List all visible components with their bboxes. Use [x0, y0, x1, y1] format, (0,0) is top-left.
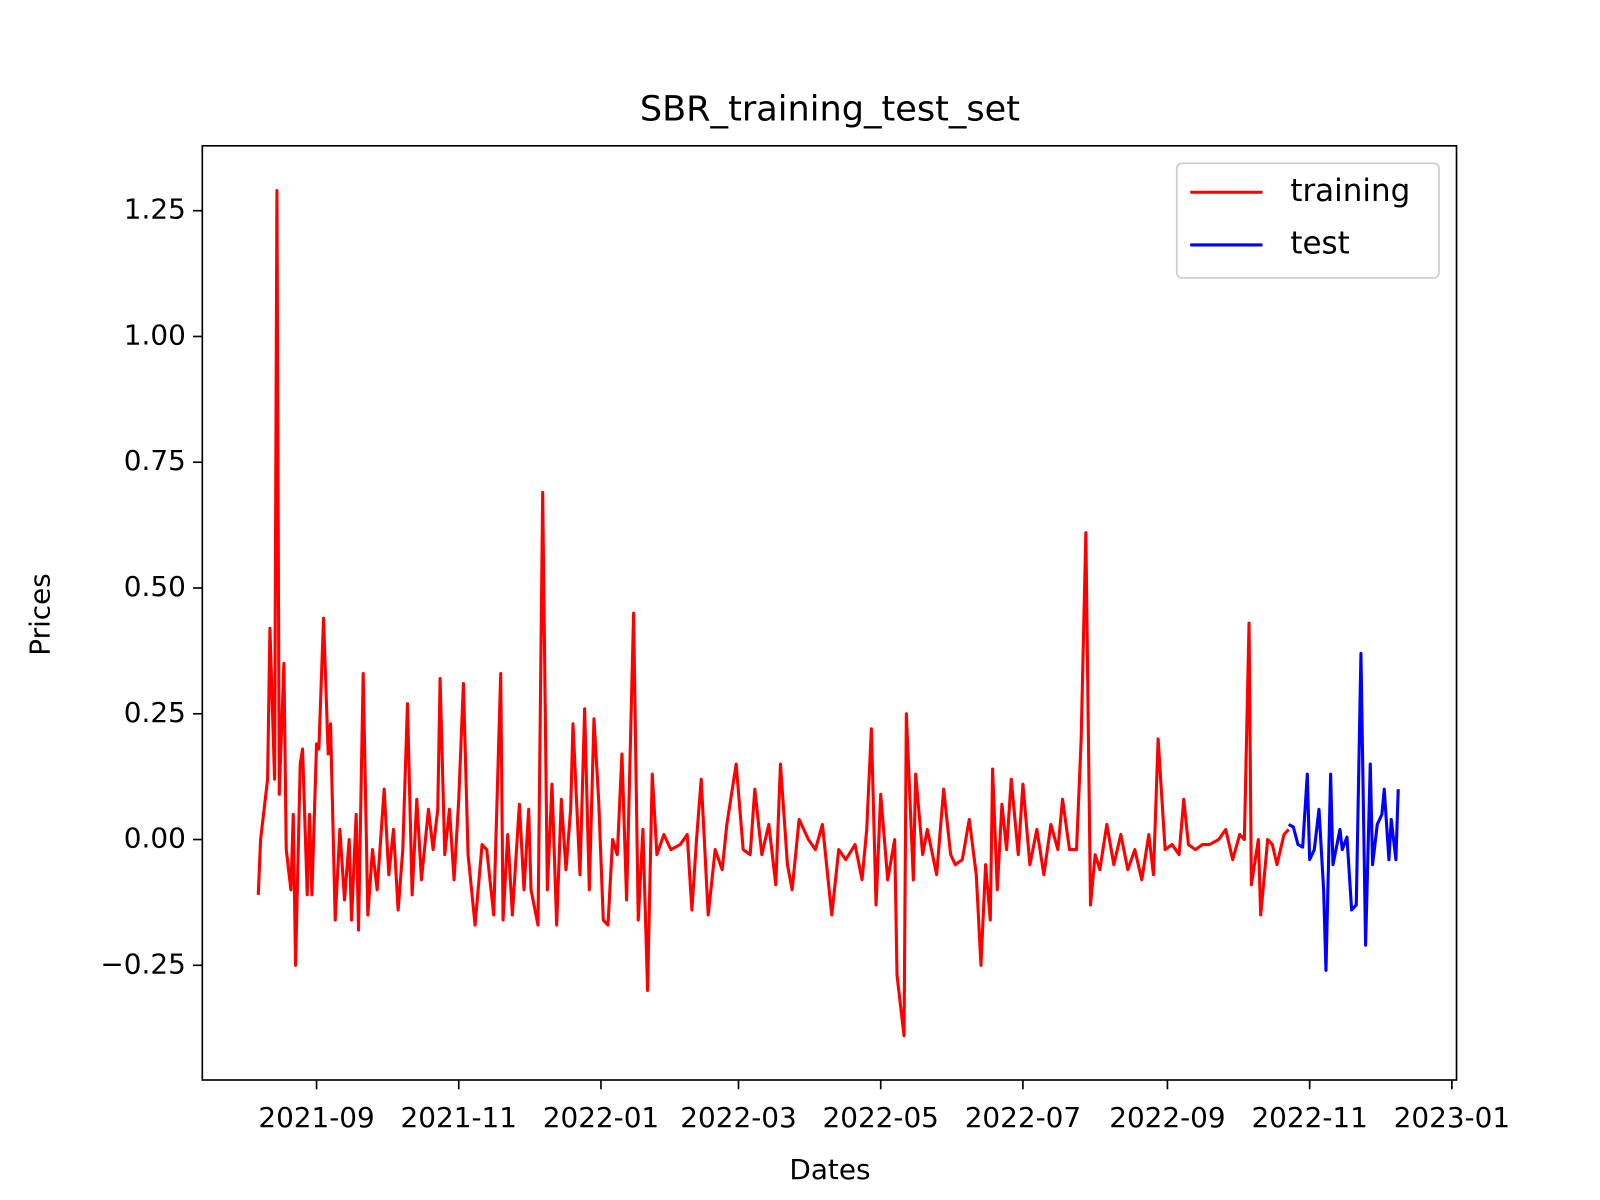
chart-title: SBR_training_test_set: [640, 89, 1020, 130]
x-tick-label: 2022-03: [680, 1101, 796, 1134]
x-tick-label: 2021-09: [258, 1101, 374, 1134]
x-tick-label: 2022-11: [1251, 1101, 1367, 1134]
x-tick-label: 2023-01: [1394, 1101, 1510, 1134]
y-axis-label: Prices: [23, 573, 56, 655]
x-axis-label: Dates: [789, 1153, 870, 1186]
x-tick-label: 2021-11: [401, 1101, 517, 1134]
y-tick-label: 0.00: [124, 822, 186, 855]
y-tick-label: −0.25: [100, 947, 185, 980]
x-tick-label: 2022-09: [1109, 1101, 1225, 1134]
x-tick-label: 2022-05: [823, 1101, 939, 1134]
x-tick-label: 2022-07: [965, 1101, 1081, 1134]
legend-label: training: [1290, 173, 1410, 209]
y-tick-label: 0.75: [124, 444, 186, 477]
x-tick-label: 2022-01: [543, 1101, 659, 1134]
legend-label: test: [1290, 225, 1349, 261]
data-line: [256, 189, 1290, 1038]
legend: training test: [1175, 162, 1440, 279]
y-tick-label: 0.25: [124, 696, 186, 729]
data-line: [1287, 651, 1400, 972]
plot-frame: [201, 144, 1458, 1081]
y-tick-label: 0.50: [124, 570, 186, 603]
y-tick-label: 1.00: [124, 318, 186, 351]
y-tick-label: 1.25: [124, 193, 186, 226]
